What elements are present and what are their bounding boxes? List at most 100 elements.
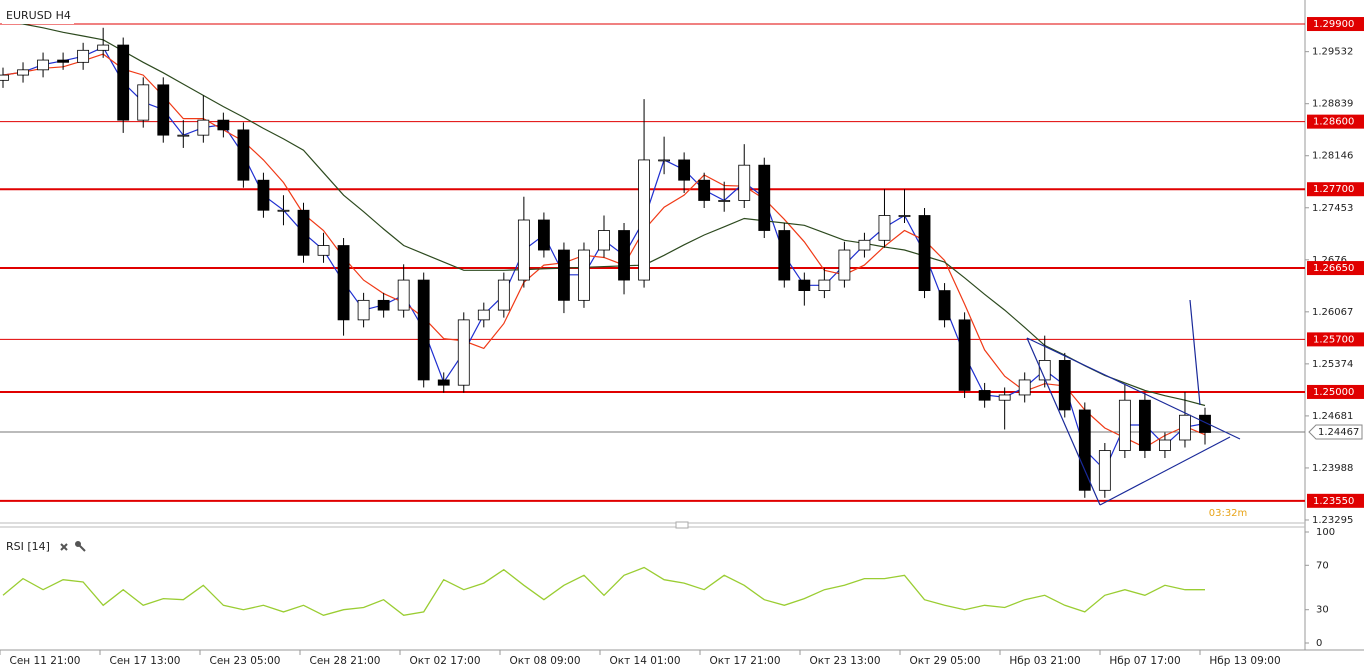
level-label: 1.25000 xyxy=(1313,387,1354,398)
candle-body xyxy=(558,249,570,301)
candle-body xyxy=(918,215,931,291)
x-tick-label: Сен 11 21:00 xyxy=(10,655,81,667)
candle-body xyxy=(698,179,711,201)
y-tick-label: 1.29532 xyxy=(1312,47,1353,58)
candle-body xyxy=(1018,379,1031,396)
arrow-line xyxy=(1189,299,1201,406)
level-label-bg xyxy=(1307,114,1364,129)
current-price-label: 1.24467 xyxy=(1318,427,1359,438)
x-tick-label: Окт 23 13:00 xyxy=(809,655,880,667)
x-tick-label: Нбр 07 17:00 xyxy=(1109,655,1180,667)
candle-body xyxy=(898,215,911,217)
level-label: 1.23550 xyxy=(1313,496,1354,507)
level-label-bg xyxy=(1307,493,1364,508)
candle-body xyxy=(1179,414,1191,441)
x-tick-label: Окт 02 17:00 xyxy=(409,655,480,667)
countdown: 03:32m xyxy=(1209,508,1248,519)
y-tick-label: 1.23295 xyxy=(1312,515,1353,526)
y-tick-label: 1.26067 xyxy=(1312,307,1353,318)
candle-body xyxy=(738,164,751,201)
candle-body xyxy=(718,200,731,202)
candle-body xyxy=(277,209,290,212)
candle-body xyxy=(818,279,831,291)
level-label: 1.25700 xyxy=(1313,334,1354,345)
candle-body xyxy=(998,394,1011,401)
candle-body xyxy=(57,59,70,63)
candle-body xyxy=(137,84,150,121)
candle-body xyxy=(497,279,510,311)
candle-body xyxy=(938,290,951,321)
y-tick-label: 1.25374 xyxy=(1312,359,1353,370)
candle-body xyxy=(1098,450,1111,491)
candle-body xyxy=(537,219,550,251)
level-label-bg xyxy=(1307,384,1364,399)
candle-body xyxy=(798,279,811,291)
level-label-bg xyxy=(1307,182,1364,197)
candle-body xyxy=(97,44,110,51)
x-tick-label: Окт 14 01:00 xyxy=(609,655,680,667)
x-tick-label: Сен 23 05:00 xyxy=(210,655,281,667)
level-label: 1.26650 xyxy=(1313,263,1354,274)
candle-body xyxy=(578,249,590,301)
candle-body xyxy=(17,69,29,76)
candle-body xyxy=(457,319,470,386)
candle-body xyxy=(157,84,170,136)
current-price-tag xyxy=(1308,424,1363,440)
level-label: 1.27700 xyxy=(1313,184,1354,195)
trendlines xyxy=(1026,299,1241,506)
candle-body xyxy=(357,299,370,321)
close-icon[interactable] xyxy=(60,543,68,551)
candle-body xyxy=(517,219,530,281)
candle-body xyxy=(618,230,630,281)
rsi-y-tick-label: 30 xyxy=(1316,605,1329,616)
rsi-title: RSI [14] xyxy=(6,540,50,553)
candle-body xyxy=(0,74,9,81)
chart-title: EURUSD H4 xyxy=(6,9,71,22)
y-tick-label: 1.24681 xyxy=(1312,411,1353,422)
x-tick-label: Окт 08 09:00 xyxy=(509,655,580,667)
level-label-bg xyxy=(1307,17,1364,32)
candle-body xyxy=(117,44,130,121)
candle-body xyxy=(437,379,450,386)
candle-body xyxy=(678,159,691,181)
candle-body xyxy=(317,245,330,256)
candle-body xyxy=(838,249,851,281)
candle-body xyxy=(1118,399,1131,451)
plot-area xyxy=(0,19,1305,502)
y-tick-label: 1.28839 xyxy=(1312,99,1353,110)
rsi-y-tick-label: 70 xyxy=(1316,560,1329,571)
triangle-lower-line xyxy=(1099,436,1231,506)
pane-resize-handle[interactable] xyxy=(675,521,689,529)
candle-body xyxy=(257,179,270,211)
x-tick-label: Нбр 03 21:00 xyxy=(1009,655,1080,667)
triangle-upper-line xyxy=(1026,337,1241,440)
rsi-y-tick-label: 0 xyxy=(1316,638,1322,649)
candle-body xyxy=(237,129,250,181)
settings-icon[interactable] xyxy=(75,541,86,552)
candle-body xyxy=(177,134,190,137)
candle-body xyxy=(858,239,871,251)
candle-body xyxy=(1159,439,1171,451)
candle-body xyxy=(37,59,49,71)
candle-body xyxy=(878,215,891,241)
candle-body xyxy=(397,279,410,311)
candle-body xyxy=(1058,360,1071,411)
y-tick-label: 1.27453 xyxy=(1312,203,1353,214)
level-label: 1.28600 xyxy=(1313,117,1354,128)
candle-body xyxy=(978,390,991,401)
candle-body xyxy=(778,230,791,281)
rsi-line xyxy=(2,566,1205,616)
candle-body xyxy=(217,119,230,131)
candle-body xyxy=(638,159,650,281)
candle-body xyxy=(758,164,771,231)
candle-body xyxy=(1138,399,1151,451)
candle-body xyxy=(377,299,390,311)
x-tick-label: Сен 28 21:00 xyxy=(310,655,381,667)
x-tick-label: Окт 29 05:00 xyxy=(909,655,980,667)
level-label-bg xyxy=(1307,332,1364,347)
candle-body xyxy=(297,209,310,256)
rsi-y-tick-label: 100 xyxy=(1316,527,1335,538)
candle-body xyxy=(477,309,490,321)
